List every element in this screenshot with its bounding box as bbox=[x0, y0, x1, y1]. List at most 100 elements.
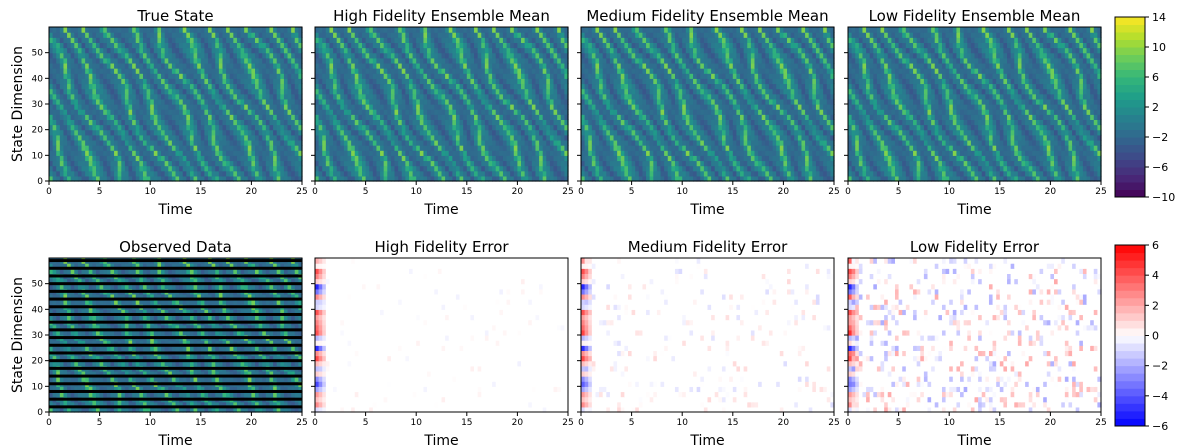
heatmap-cell bbox=[211, 98, 216, 105]
heatmap-cell bbox=[325, 32, 331, 38]
heatmap-cell bbox=[229, 83, 234, 90]
heatmap-cell bbox=[343, 114, 349, 120]
heatmap-cell bbox=[204, 145, 209, 151]
heatmap-cell bbox=[394, 109, 399, 115]
heatmap-cell bbox=[132, 62, 137, 69]
heatmap-cell bbox=[631, 145, 636, 151]
heatmap-cell bbox=[365, 119, 370, 126]
heatmap-cell bbox=[197, 37, 202, 43]
heatmap-cell bbox=[161, 98, 166, 105]
heatmap-cell bbox=[258, 175, 263, 182]
heatmap-cell bbox=[171, 88, 177, 95]
heatmap-cell bbox=[696, 175, 701, 182]
heatmap-cell bbox=[488, 83, 493, 90]
heatmap-cell bbox=[408, 52, 414, 59]
heatmap-cell bbox=[517, 27, 522, 33]
heatmap-cell bbox=[161, 175, 166, 182]
heatmap-cell bbox=[189, 170, 195, 177]
heatmap-cell bbox=[251, 104, 256, 110]
heatmap-cell bbox=[146, 42, 151, 49]
heatmap-cell bbox=[63, 104, 68, 110]
heatmap-cell bbox=[298, 155, 303, 162]
heatmap-cell bbox=[474, 42, 479, 49]
heatmap-cell bbox=[236, 42, 242, 49]
heatmap-cell bbox=[553, 134, 558, 141]
heatmap-cell bbox=[524, 47, 529, 54]
heatmap-cell bbox=[200, 93, 206, 100]
heatmap-cell bbox=[674, 134, 680, 141]
heatmap-cell bbox=[291, 98, 296, 105]
heatmap-cell bbox=[171, 155, 177, 162]
heatmap-cell bbox=[99, 124, 104, 131]
heatmap-cell bbox=[470, 114, 475, 120]
heatmap-cell bbox=[59, 37, 65, 43]
heatmap-cell bbox=[276, 88, 281, 95]
heatmap-cell bbox=[740, 150, 745, 156]
heatmap-cell bbox=[455, 109, 461, 115]
heatmap-cell bbox=[56, 165, 61, 172]
heatmap-cell bbox=[124, 78, 130, 85]
heatmap-cell bbox=[322, 27, 327, 33]
heatmap-cell bbox=[318, 165, 323, 172]
heatmap-cell bbox=[240, 42, 245, 49]
heatmap-cell bbox=[488, 170, 493, 177]
heatmap-cell bbox=[240, 78, 245, 85]
heatmap-cell bbox=[222, 170, 227, 177]
heatmap-cell bbox=[455, 124, 461, 131]
heatmap-cell bbox=[258, 150, 263, 156]
heatmap-cell bbox=[265, 160, 271, 167]
heatmap-cell bbox=[488, 160, 493, 167]
heatmap-cell bbox=[52, 98, 57, 105]
heatmap-cell bbox=[88, 129, 93, 136]
heatmap-cell bbox=[492, 114, 497, 120]
heatmap-cell bbox=[470, 145, 475, 151]
heatmap-cell bbox=[358, 165, 363, 172]
heatmap-cell bbox=[157, 175, 162, 182]
heatmap-cell bbox=[343, 47, 349, 54]
heatmap-cell bbox=[182, 78, 187, 85]
heatmap-cell bbox=[510, 119, 515, 126]
heatmap-cell bbox=[682, 160, 687, 167]
heatmap-cell bbox=[333, 98, 338, 105]
heatmap-cell bbox=[445, 109, 450, 115]
heatmap-cell bbox=[455, 104, 461, 110]
heatmap-cell bbox=[401, 160, 406, 167]
heatmap-cell bbox=[405, 78, 410, 85]
heatmap-cell bbox=[182, 139, 187, 146]
heatmap-cell bbox=[445, 175, 450, 182]
heatmap-cell bbox=[244, 155, 249, 162]
heatmap-cell bbox=[318, 93, 323, 100]
heatmap-cell bbox=[114, 27, 119, 33]
heatmap-cell bbox=[510, 83, 515, 90]
heatmap-cell bbox=[325, 155, 331, 162]
heatmap-cell bbox=[678, 134, 683, 141]
heatmap-cell bbox=[146, 155, 151, 162]
heatmap-cell bbox=[510, 68, 515, 74]
heatmap-cell bbox=[67, 109, 72, 115]
heatmap-cell bbox=[247, 150, 252, 156]
heatmap-cell bbox=[325, 145, 331, 151]
heatmap-cell bbox=[121, 134, 126, 141]
heatmap-cell bbox=[255, 129, 260, 136]
heatmap-cell bbox=[387, 37, 392, 43]
heatmap-cell bbox=[627, 134, 633, 141]
heatmap-cell bbox=[240, 155, 245, 162]
heatmap-cell bbox=[153, 124, 159, 131]
heatmap-cell bbox=[423, 104, 428, 110]
heatmap-cell bbox=[70, 175, 75, 182]
heatmap-cell bbox=[258, 104, 263, 110]
heatmap-cell bbox=[481, 27, 486, 33]
heatmap-cell bbox=[150, 83, 155, 90]
x-tick-label: 25 bbox=[296, 187, 307, 197]
heatmap-cell bbox=[506, 170, 511, 177]
heatmap-cell bbox=[222, 124, 227, 131]
heatmap-cell bbox=[521, 145, 526, 151]
heatmap-cell bbox=[236, 52, 242, 59]
heatmap-cell bbox=[52, 150, 57, 156]
heatmap-cell bbox=[132, 175, 137, 182]
heatmap-cell bbox=[783, 175, 788, 182]
heatmap-cell bbox=[175, 98, 180, 105]
heatmap-cell bbox=[164, 160, 169, 167]
heatmap-cell bbox=[513, 155, 518, 162]
heatmap-cell bbox=[376, 68, 381, 74]
